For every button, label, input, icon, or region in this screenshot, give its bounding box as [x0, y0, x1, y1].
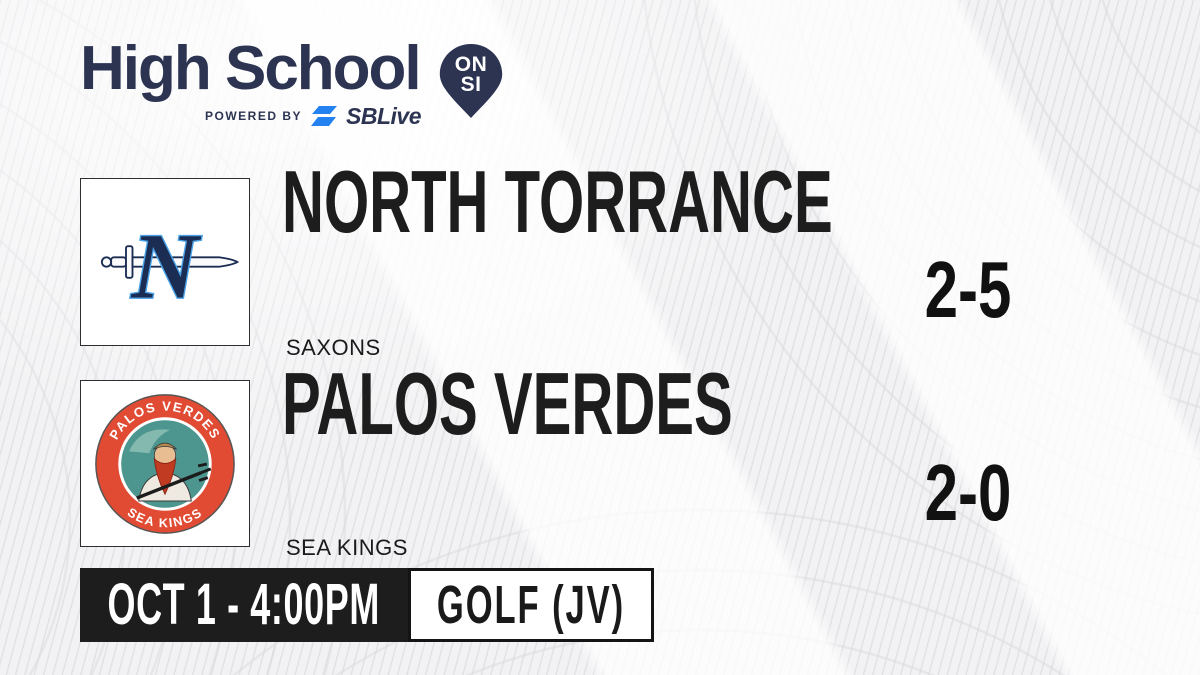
team1-logo-box: N [80, 178, 250, 346]
powered-by-row: POWERED BY SBLive [205, 102, 421, 130]
team2-mascot: SEA KINGS [286, 535, 408, 560]
north-torrance-saxons-logo: N [100, 214, 240, 320]
on-si-pin-icon [439, 43, 503, 119]
game-event-box: GOLF (JV) [408, 568, 654, 642]
team1-mascot: SAXONS [286, 335, 381, 360]
nt-letter-n: N [130, 215, 201, 318]
sblive-bolt-icon [311, 106, 338, 126]
team1-name: NORTH TORRANCE [282, 152, 833, 251]
game-event: GOLF (JV) [436, 575, 626, 635]
game-datetime-box: OCT 1 - 4:00PM [80, 568, 408, 642]
team2-logo-box: PALOS VERDES SEA KINGS [80, 380, 250, 547]
brand-title: High School [80, 34, 422, 103]
sblive-wordmark: SBLive [346, 102, 421, 129]
team1-record: 2-5 [924, 245, 1012, 334]
pin-line-on: ON [454, 53, 488, 76]
on-si-pin-label: ON SI [437, 53, 505, 96]
team2-name: PALOS VERDES [282, 354, 733, 453]
pin-line-si: SI [460, 72, 482, 96]
game-datetime: OCT 1 - 4:00PM [107, 572, 381, 637]
team2-record: 2-0 [924, 448, 1012, 537]
palos-verdes-sea-kings-logo: PALOS VERDES SEA KINGS [95, 393, 235, 534]
powered-by-label: POWERED BY [205, 109, 303, 123]
